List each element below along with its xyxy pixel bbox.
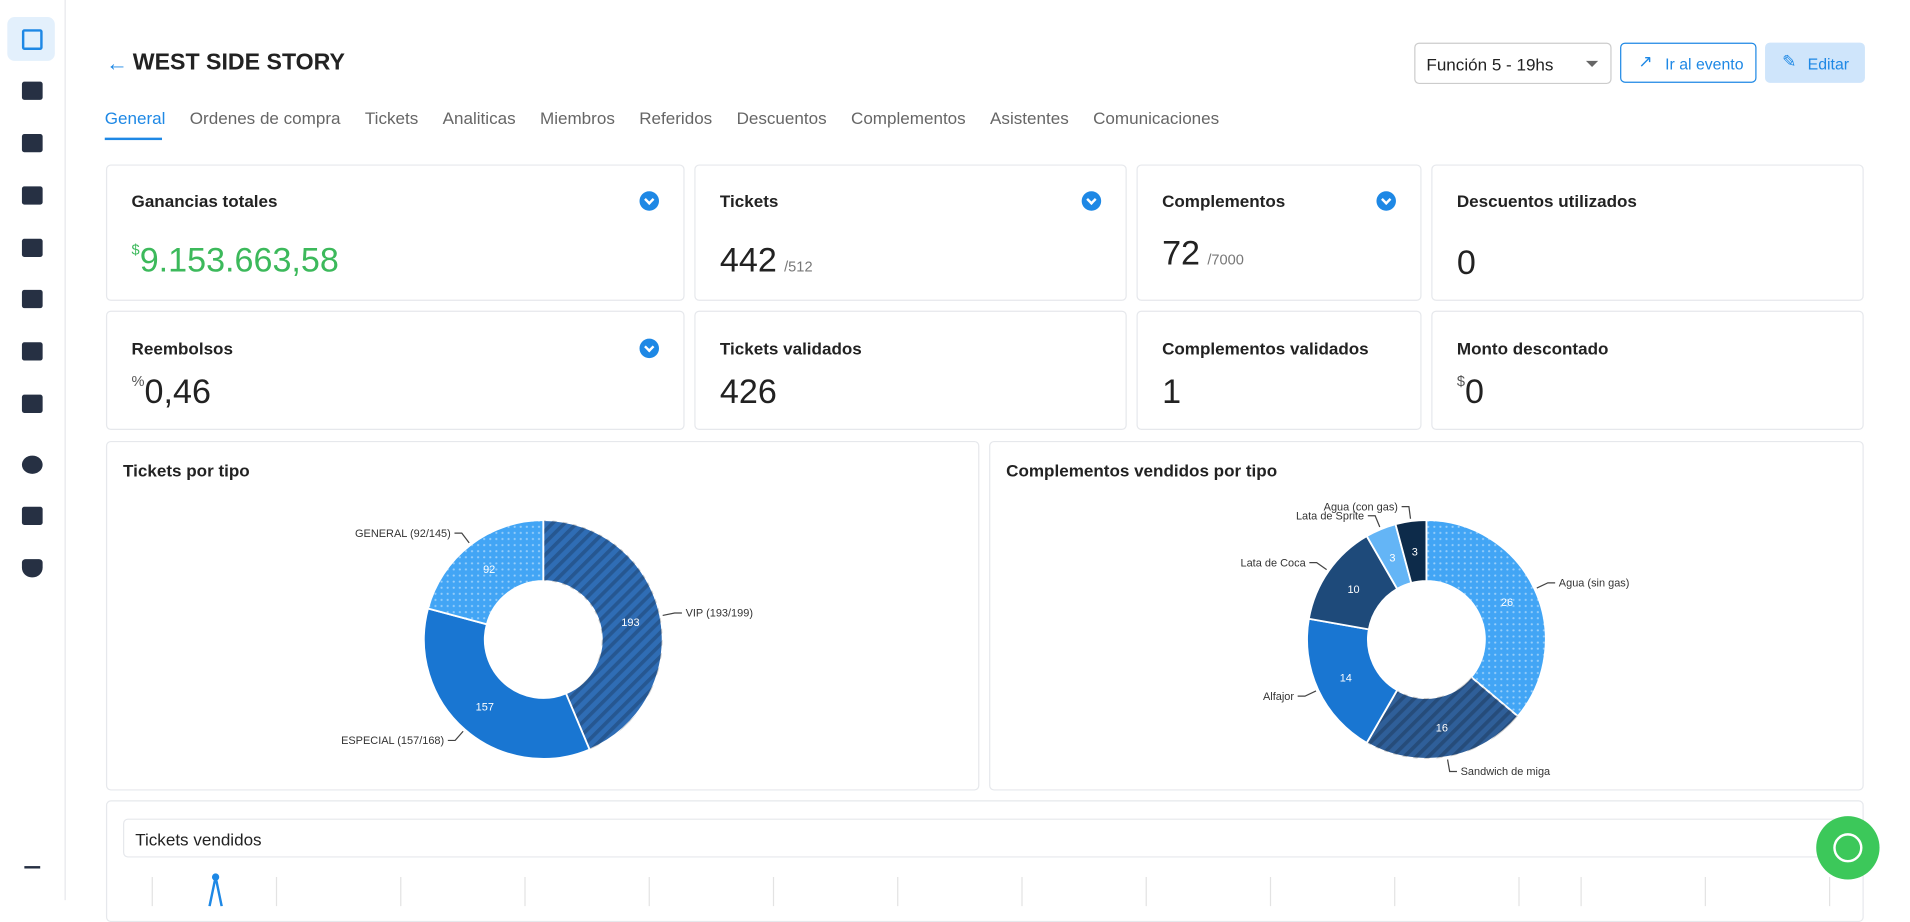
button-label: Editar [1807, 54, 1850, 74]
card-prefix: % [131, 372, 145, 390]
button-label: Ir al evento [1665, 54, 1744, 74]
card-title: Descuentos utilizados [1456, 191, 1637, 211]
card-title: Reembolsos [131, 338, 233, 359]
nav-calendar[interactable] [7, 17, 55, 61]
stat-card: Ganancias totales $9.153.663,58 [105, 164, 685, 301]
card-toggle[interactable] [1376, 191, 1396, 211]
card-value: 0 [1456, 243, 1476, 282]
tab[interactable]: Complementos [851, 108, 966, 128]
card-value: 0,46 [144, 372, 211, 411]
app: ← WEST SIDE STORY Función 5 - 19hs ↗ Ir a… [0, 0, 1910, 900]
card-title: Complementos validados [1162, 338, 1369, 359]
stat-card: Complementos validados 1 [1136, 310, 1422, 430]
nav-settings[interactable] [21, 455, 43, 474]
nav-qr[interactable] [21, 186, 43, 205]
chart-title: Complementos vendidos por tipo [1006, 460, 1278, 480]
event-title: WEST SIDE STORY [132, 49, 345, 76]
nav-tools[interactable] [21, 506, 43, 526]
select-text: Función 5 - 19hs [1426, 54, 1554, 75]
tab[interactable]: Asistentes [990, 108, 1069, 128]
card-suffix: /512 [784, 258, 813, 276]
nav-contact[interactable] [21, 238, 43, 258]
card-value: 72 [1162, 233, 1201, 272]
stat-card: Tickets validados 426 [694, 310, 1127, 430]
card-toggle[interactable] [1081, 191, 1102, 211]
nav-security[interactable] [21, 559, 43, 578]
card-value: 1 [1162, 372, 1182, 411]
stat-card: Monto descontado $0 [1431, 310, 1864, 430]
whatsapp-button[interactable] [1816, 816, 1880, 880]
nav-stats[interactable] [21, 81, 43, 100]
card-prefix: $ [1456, 372, 1466, 390]
nav-support[interactable] [21, 342, 43, 361]
goto-event-button[interactable]: ↗ Ir al evento [1620, 42, 1757, 83]
stat-card: Reembolsos %0,46 [105, 310, 685, 430]
page: ← WEST SIDE STORY Función 5 - 19hs ↗ Ir a… [0, 0, 1910, 900]
tab[interactable]: Referidos [639, 108, 713, 128]
card-title: Tickets validados [719, 338, 862, 359]
card-value: 0 [1465, 372, 1484, 411]
tab[interactable]: Comunicaciones [1093, 108, 1220, 128]
card-title: Complementos [1162, 191, 1286, 211]
sales-title: Tickets vendidos [135, 829, 262, 850]
card-title: Ganancias totales [131, 191, 278, 211]
tab[interactable]: Miembros [539, 108, 615, 128]
card-value: 442 [719, 241, 777, 279]
sales-grid [151, 873, 1831, 907]
back-arrow[interactable]: ← [105, 51, 128, 76]
sales-box: Tickets vendidos [123, 818, 1853, 858]
sidebar [0, 0, 66, 901]
card-title: Tickets [719, 191, 779, 211]
sales-card: Tickets vendidos [105, 800, 1864, 922]
chart-title: Tickets por tipo [123, 460, 250, 480]
tab[interactable]: Tickets [364, 108, 419, 128]
chart-card: Complementos vendidos por tipo [989, 440, 1864, 791]
tab[interactable]: General [104, 108, 166, 128]
card-title: Monto descontado [1456, 338, 1609, 359]
card-value: 426 [719, 372, 777, 411]
chart-card: Tickets por tipo [105, 440, 980, 791]
tab[interactable]: Ordenes de compra [189, 108, 341, 128]
tab[interactable]: Descuentos [736, 108, 827, 128]
tab-underline [104, 137, 163, 141]
stat-card: Complementos 72/7000 [1136, 164, 1422, 301]
nav-collapse[interactable] [24, 866, 41, 869]
nav-users[interactable] [21, 133, 43, 153]
card-toggle[interactable] [639, 338, 659, 359]
stat-card: Tickets 442/512 [694, 164, 1127, 301]
function-select[interactable]: Función 5 - 19hs [1414, 42, 1612, 85]
nav-campaign[interactable] [21, 289, 43, 309]
card-suffix: /7000 [1207, 250, 1244, 268]
card-toggle[interactable] [639, 191, 659, 211]
tab[interactable]: Analiticas [442, 108, 516, 128]
edit-button[interactable]: ✎ Editar [1765, 42, 1865, 83]
nav-badge[interactable] [21, 394, 43, 413]
card-value: 9.153.663,58 [139, 241, 339, 279]
card-prefix: $ [131, 241, 140, 259]
stat-card: Descuentos utilizados 0 [1431, 164, 1864, 301]
